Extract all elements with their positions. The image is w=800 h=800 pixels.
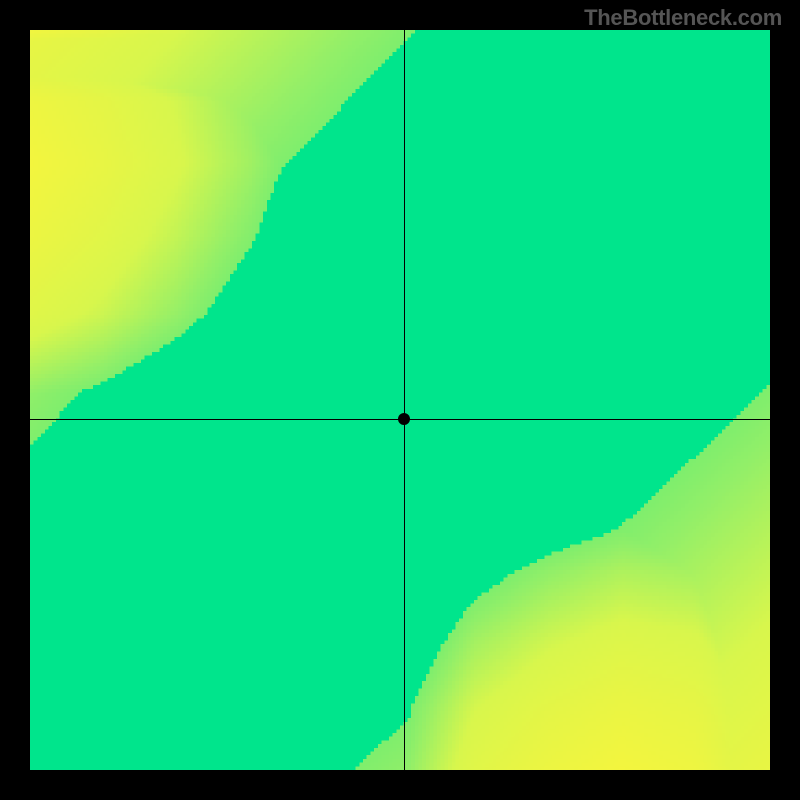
- crosshair-vertical: [404, 30, 405, 770]
- plot-area: [30, 30, 770, 770]
- chart-container: TheBottleneck.com: [0, 0, 800, 800]
- watermark-text: TheBottleneck.com: [584, 5, 782, 31]
- marker-dot: [398, 413, 410, 425]
- heatmap-canvas: [30, 30, 770, 770]
